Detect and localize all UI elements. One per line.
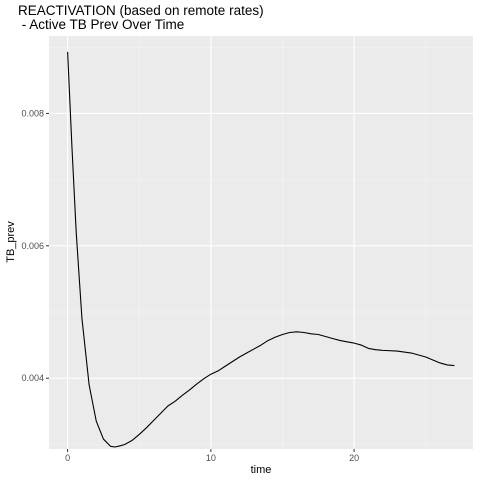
series-line	[67, 51, 455, 448]
major-gridlines	[49, 36, 473, 449]
chart-title: REACTIVATION (based on remote rates) - A…	[18, 4, 264, 32]
x-tick-label: 10	[206, 453, 216, 463]
chart-title-line1: REACTIVATION (based on remote rates)	[18, 3, 264, 18]
y-tick-label: 0.006	[21, 241, 44, 251]
y-axis-title: TB_prev	[5, 221, 17, 263]
x-tick-label: 20	[349, 453, 359, 463]
chart-title-line2: - Active TB Prev Over Time	[18, 17, 185, 32]
axis-ticks	[46, 112, 355, 452]
series-layer	[67, 51, 455, 448]
tick-labels: 0 10 20 0.004 0.006 0.008	[21, 108, 359, 463]
x-axis-title: time	[251, 464, 272, 476]
plot-panel	[49, 36, 473, 449]
x-tick-label: 0	[65, 453, 70, 463]
y-tick-label: 0.004	[21, 373, 44, 383]
minor-gridlines	[49, 36, 473, 449]
y-tick-label: 0.008	[21, 108, 44, 118]
